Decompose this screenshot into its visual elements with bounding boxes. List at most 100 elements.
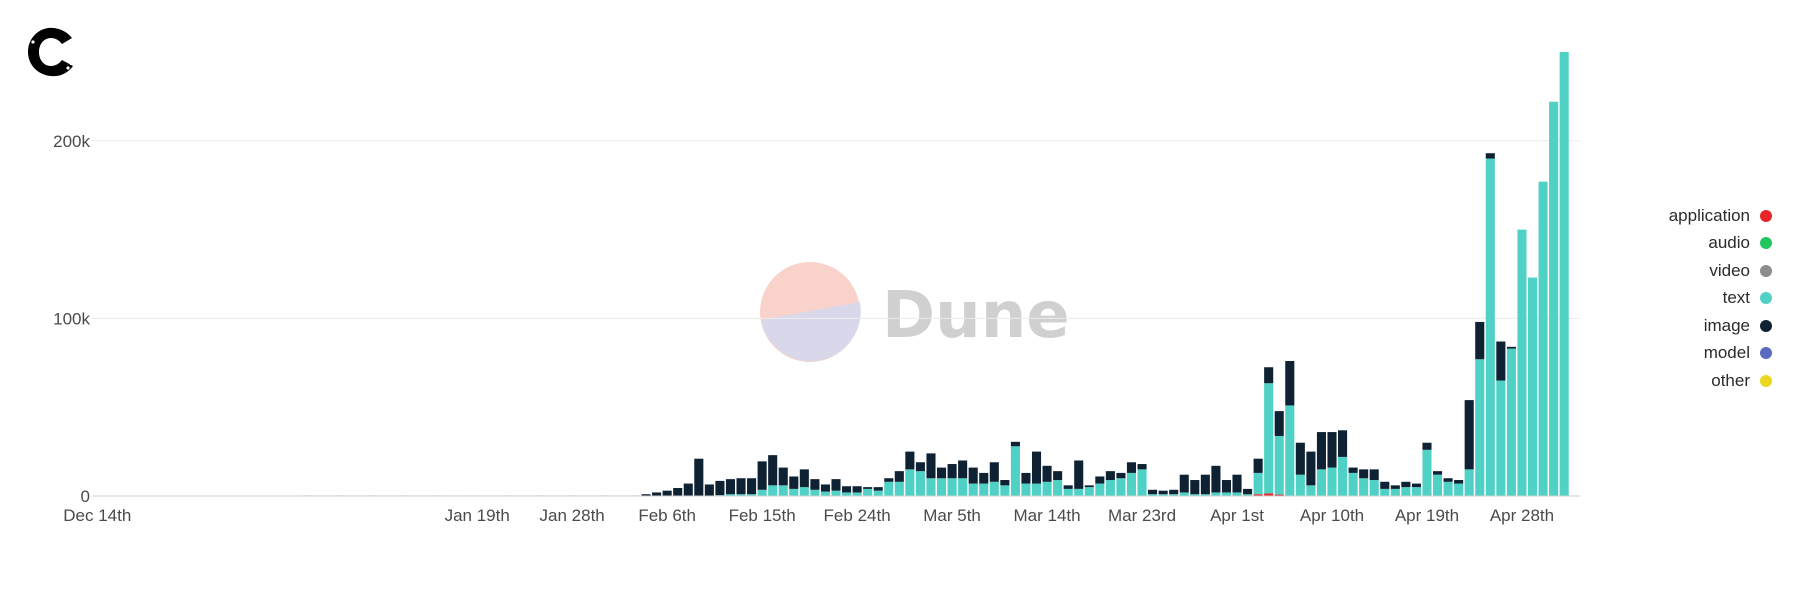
bar-text[interactable]	[1549, 101, 1559, 496]
bar-text[interactable]	[915, 471, 925, 496]
bar-image[interactable]	[1095, 476, 1105, 484]
bar-text[interactable]	[1105, 480, 1115, 496]
bar-image[interactable]	[884, 478, 894, 482]
bar-image[interactable]	[1432, 471, 1443, 475]
bar-text[interactable]	[810, 489, 820, 496]
bar-image[interactable]	[778, 467, 788, 486]
bar-image[interactable]	[915, 462, 925, 472]
bar-text[interactable]	[926, 478, 936, 496]
bar-text[interactable]	[1475, 359, 1485, 496]
bar-image[interactable]	[1084, 485, 1094, 488]
bar-text[interactable]	[1243, 494, 1253, 496]
bar-text[interactable]	[1464, 469, 1474, 496]
bar-text[interactable]	[1179, 492, 1189, 496]
bar-image[interactable]	[1285, 361, 1295, 406]
bar-image[interactable]	[1306, 451, 1316, 486]
bar-image[interactable]	[1116, 472, 1126, 479]
bar-image[interactable]	[652, 492, 662, 496]
bar-image[interactable]	[1390, 485, 1400, 489]
bar-text[interactable]	[1401, 487, 1411, 496]
bar-image[interactable]	[662, 490, 672, 496]
bar-text[interactable]	[789, 488, 799, 496]
bar-text[interactable]	[1506, 348, 1516, 496]
bar-text[interactable]	[1274, 435, 1284, 495]
bar-image[interactable]	[1411, 483, 1421, 488]
bar-text[interactable]	[1264, 383, 1274, 494]
bar-image[interactable]	[926, 453, 936, 479]
bar-image[interactable]	[873, 487, 883, 491]
bar-image[interactable]	[852, 486, 862, 493]
bar-image[interactable]	[1464, 400, 1474, 470]
bar-image[interactable]	[810, 479, 820, 490]
bar-text[interactable]	[747, 494, 757, 496]
bar-text[interactable]	[1369, 480, 1379, 496]
bar-image[interactable]	[1021, 472, 1031, 484]
bar-text[interactable]	[1338, 456, 1348, 496]
bar-image[interactable]	[1063, 485, 1073, 489]
bar-text[interactable]	[1380, 488, 1390, 496]
bar-image[interactable]	[1475, 321, 1485, 360]
legend-item-text[interactable]: text	[1572, 285, 1772, 313]
bar-application[interactable]	[1264, 493, 1274, 496]
bar-text[interactable]	[1042, 481, 1052, 496]
legend-item-other[interactable]: other	[1572, 367, 1772, 395]
bar-image[interactable]	[694, 458, 704, 496]
bar-image[interactable]	[789, 476, 799, 489]
bar-image[interactable]	[1327, 432, 1337, 468]
bar-image[interactable]	[1348, 467, 1358, 473]
bar-image[interactable]	[1031, 451, 1042, 484]
bar-image[interactable]	[1496, 341, 1506, 381]
bar-text[interactable]	[894, 481, 904, 496]
bar-text[interactable]	[1010, 446, 1020, 496]
bar-text[interactable]	[1021, 483, 1031, 496]
bar-text[interactable]	[1316, 469, 1326, 496]
bar-text[interactable]	[768, 485, 778, 496]
bar-text[interactable]	[799, 487, 809, 496]
bar-image[interactable]	[1137, 464, 1147, 470]
bar-text[interactable]	[1559, 52, 1569, 496]
bar-image[interactable]	[1401, 481, 1411, 488]
bar-text[interactable]	[1359, 478, 1369, 496]
bar-text[interactable]	[1221, 492, 1232, 496]
bar-image[interactable]	[1274, 411, 1284, 436]
bar-image[interactable]	[715, 480, 725, 496]
bar-image[interactable]	[1454, 480, 1464, 484]
bar-image[interactable]	[704, 484, 714, 496]
bar-text[interactable]	[1000, 485, 1010, 496]
bar-text[interactable]	[1158, 494, 1168, 496]
bar-image[interactable]	[1148, 489, 1158, 495]
bar-image[interactable]	[757, 461, 767, 490]
bar-text[interactable]	[936, 478, 947, 496]
bar-image[interactable]	[683, 483, 693, 496]
bar-image[interactable]	[1506, 346, 1516, 349]
bar-image[interactable]	[1105, 471, 1115, 481]
bar-image[interactable]	[641, 494, 651, 496]
bar-image[interactable]	[747, 478, 757, 495]
bar-text[interactable]	[989, 481, 999, 496]
legend-item-audio[interactable]: audio	[1572, 230, 1772, 258]
bar-text[interactable]	[1211, 492, 1221, 496]
bar-image[interactable]	[1000, 480, 1010, 486]
bar-image[interactable]	[1295, 442, 1305, 475]
bar-text[interactable]	[958, 478, 968, 496]
bar-text[interactable]	[1454, 483, 1464, 496]
bar-image[interactable]	[831, 479, 841, 491]
legend-item-image[interactable]: image	[1572, 312, 1772, 340]
bar-image[interactable]	[799, 469, 809, 488]
bar-text[interactable]	[1137, 469, 1147, 496]
bar-text[interactable]	[736, 494, 746, 496]
bar-text[interactable]	[831, 490, 841, 496]
bar-image[interactable]	[1485, 153, 1495, 159]
bar-image[interactable]	[1369, 469, 1379, 481]
legend-item-application[interactable]: application	[1572, 202, 1772, 230]
bar-image[interactable]	[1338, 430, 1348, 457]
bar-image[interactable]	[736, 478, 746, 495]
bar-image[interactable]	[1211, 465, 1221, 493]
bar-image[interactable]	[1264, 367, 1274, 384]
bar-image[interactable]	[1253, 458, 1263, 473]
bar-image[interactable]	[1243, 488, 1253, 495]
bar-image[interactable]	[968, 467, 978, 484]
bar-image[interactable]	[979, 472, 989, 484]
bar-text[interactable]	[863, 488, 873, 496]
bar-text[interactable]	[1443, 481, 1453, 496]
